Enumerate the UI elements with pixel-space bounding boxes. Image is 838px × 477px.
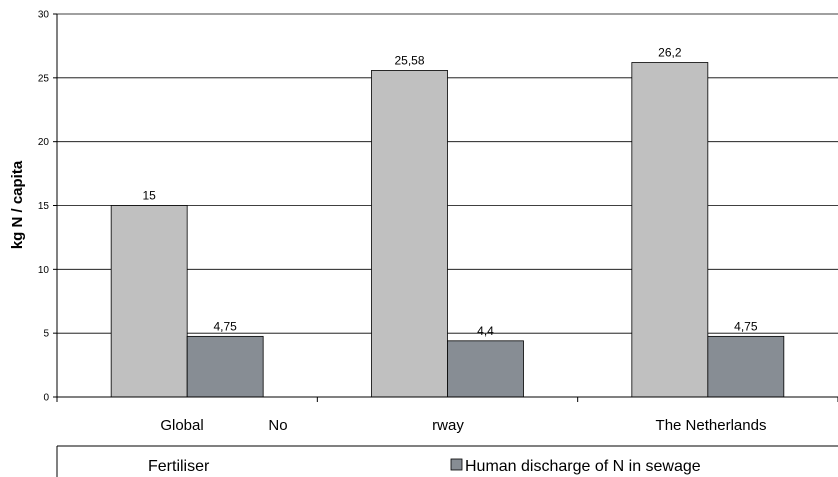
bar-fertiliser	[110, 205, 188, 398]
legend-swatch-human-discharge	[450, 458, 463, 471]
x-tick-label-rway: rway	[432, 417, 464, 434]
y-tick-label: 30	[38, 10, 50, 21]
legend: Fertiliser Human discharge of N in sewag…	[56, 445, 838, 477]
bars	[110, 62, 785, 398]
axes: 0 5 10 15 20 25 30	[38, 10, 838, 404]
data-label: 26,2	[658, 46, 682, 60]
data-label: 4,75	[734, 319, 758, 333]
y-tick-label: 25	[38, 73, 50, 84]
data-label: 4,4	[477, 324, 494, 338]
data-label: 15	[142, 189, 156, 203]
y-tick-label: 15	[38, 201, 50, 212]
bar-human-discharge	[707, 335, 785, 398]
bar-fertiliser	[371, 70, 448, 398]
data-label: 4,75	[213, 319, 237, 333]
data-labels: 15 4,75 25,58 4,4 26,2 4,75	[142, 46, 757, 338]
y-tick-label: 10	[38, 265, 50, 276]
y-axis-title: kg N / capita	[9, 160, 26, 249]
x-tick-label-no: No	[268, 417, 287, 434]
y-tick-label: 20	[38, 137, 50, 148]
y-tick-label: 0	[43, 393, 49, 404]
legend-label-human-discharge: Human discharge of N in sewage	[465, 458, 701, 475]
x-tick-label-global: Global	[160, 417, 203, 434]
data-label: 25,58	[394, 53, 424, 67]
bar-human-discharge	[186, 335, 264, 398]
legend-label-fertiliser: Fertiliser	[148, 458, 210, 475]
bar-human-discharge	[447, 340, 524, 398]
x-tick-label-the-netherlands: The Netherlands	[656, 417, 767, 434]
y-tick-label: 5	[43, 329, 49, 340]
bar-fertiliser	[631, 62, 709, 398]
